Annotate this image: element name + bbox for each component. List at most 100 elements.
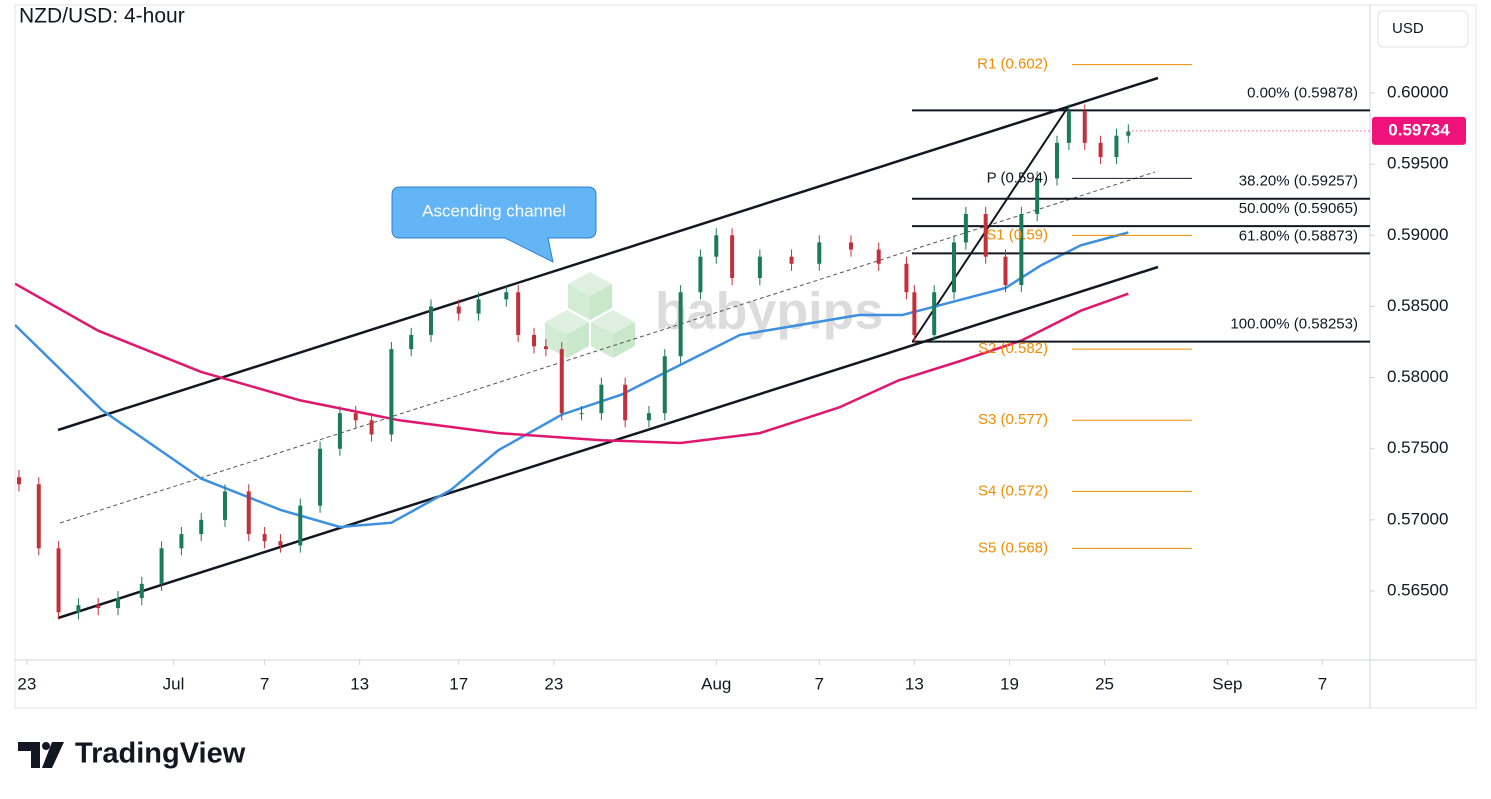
currency-button[interactable] (1377, 10, 1469, 48)
candle-body (559, 349, 564, 414)
candle-body (278, 541, 283, 546)
chart-title: NZD/USD: 4-hour (19, 5, 185, 28)
candle-body (429, 306, 434, 335)
candle-body (543, 346, 548, 350)
watermark-text: babypips (655, 283, 883, 341)
last-price-label: 0.59734 (1388, 120, 1450, 139)
candle-body (337, 413, 342, 449)
candle-body (963, 213, 968, 243)
candle-body (1066, 111, 1071, 143)
candle-body (298, 505, 303, 546)
candle-body (848, 242, 853, 250)
channel-lower (57, 265, 1159, 620)
x-tick-label: 7 (260, 674, 269, 693)
x-tick-label: 13 (905, 674, 924, 693)
callout-box (391, 186, 597, 263)
candle-body (369, 420, 374, 435)
candle-body (389, 349, 394, 435)
candle-body (1055, 142, 1060, 179)
last-price-box (1372, 116, 1466, 145)
candle-body (222, 491, 227, 520)
candle-body (817, 242, 822, 264)
y-tick-label: 0.60000 (1387, 83, 1448, 102)
candle-body (1082, 111, 1087, 143)
x-tick-label: 13 (350, 674, 369, 693)
candle-body (1019, 213, 1024, 286)
currency-label[interactable]: USD (1392, 20, 1424, 37)
candle-body (516, 292, 521, 335)
candle-body (579, 413, 584, 415)
candle-body (662, 356, 667, 414)
candle-body (476, 299, 481, 314)
pivot-label: S3 (0.577) (978, 411, 1048, 428)
callout-text: Ascending channel (422, 201, 566, 220)
candle-body (876, 249, 881, 264)
candle-body (1114, 135, 1119, 158)
chart-frame (14, 4, 1477, 709)
candle-body (789, 256, 794, 264)
candle-body (353, 413, 358, 421)
x-tick-label: 17 (449, 674, 468, 693)
candle-body (76, 605, 81, 613)
channel-upper (57, 76, 1159, 432)
candle-body (56, 548, 61, 613)
pivot-label: P (0.594) (987, 169, 1048, 186)
fib-trend (912, 106, 1069, 342)
candle-body (262, 534, 267, 542)
candle-body (698, 256, 703, 293)
y-tick-label: 0.59500 (1387, 154, 1448, 173)
candle-body (730, 235, 735, 279)
fib-label: 0.00% (0.59878) (1247, 84, 1358, 101)
candle-body (456, 306, 461, 314)
pivot-label: S4 (0.572) (978, 482, 1048, 499)
candle-body (951, 242, 956, 293)
candle-body (983, 213, 988, 257)
y-tick-label: 0.58500 (1387, 296, 1448, 315)
fib-label: 100.00% (0.58253) (1230, 316, 1358, 333)
candle-body (714, 235, 719, 257)
x-tick-label: 19 (1000, 674, 1019, 693)
candle-body (116, 598, 121, 609)
x-tick-label: 7 (1318, 674, 1327, 693)
fib-label: 50.00% (0.59065) (1239, 200, 1358, 217)
candle-body (199, 519, 204, 535)
drawings (57, 76, 1159, 620)
candle-body (409, 334, 414, 350)
candle-body (532, 334, 537, 347)
y-tick-label: 0.56500 (1387, 580, 1448, 599)
candle-body (36, 484, 41, 549)
moving-average (15, 231, 1129, 529)
candle-body (1126, 131, 1131, 136)
candle-body (159, 548, 164, 584)
x-tick-label: Aug (701, 674, 731, 693)
candle-body (139, 583, 144, 599)
candle-body (1035, 178, 1040, 214)
pivot-label: R1 (0.602) (977, 56, 1048, 73)
plot (15, 64, 1370, 620)
y-tick-label: 0.57000 (1387, 509, 1448, 528)
candle-body (1003, 256, 1008, 286)
candle-body (932, 292, 937, 335)
candle-body (678, 292, 683, 357)
channel-middle (59, 171, 1156, 524)
pivot-label: S5 (0.568) (978, 539, 1048, 556)
y-tick-label: 0.58000 (1387, 367, 1448, 386)
x-tick-label: 23 (17, 674, 36, 693)
x-tick-label: 23 (544, 674, 563, 693)
candle-body (646, 413, 651, 421)
candle-body (623, 384, 628, 421)
candle-body (179, 534, 184, 549)
candle-body (912, 292, 917, 335)
candle-body (504, 292, 509, 300)
brand-logo: TradingView (18, 738, 246, 770)
candle-body (318, 448, 323, 506)
y-tick-label: 0.59000 (1387, 225, 1448, 244)
x-tick-label: Sep (1212, 674, 1242, 693)
fib-label: 61.80% (0.58873) (1239, 227, 1358, 244)
candle-body (1098, 142, 1103, 158)
candle-body (246, 491, 251, 535)
pivot-label: S2 (0.582) (978, 340, 1048, 357)
candle-body (599, 384, 604, 414)
